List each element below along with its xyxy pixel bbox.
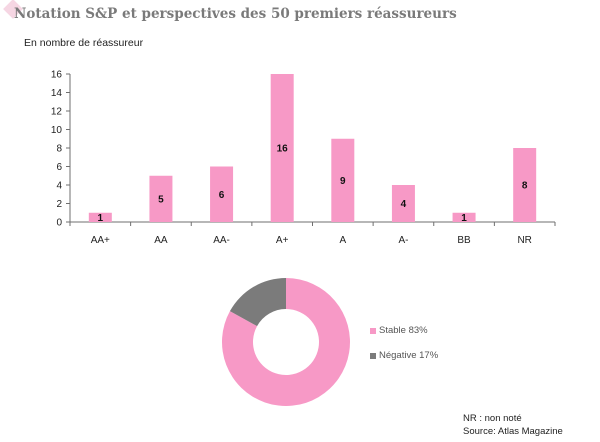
x-tick-label: AA [154, 235, 168, 246]
x-tick-label: NR [517, 235, 531, 246]
x-tick-label: AA- [213, 235, 230, 246]
y-tick-label: 10 [51, 125, 63, 136]
y-axis-label: En nombre de réassureur [24, 37, 144, 49]
bar-data-label: 4 [401, 199, 407, 210]
y-tick-label: 2 [56, 199, 62, 210]
bar-data-label: 16 [277, 144, 289, 155]
legend-label-stable: Stable 83% [379, 325, 428, 336]
bar-data-label: 6 [219, 190, 225, 201]
x-tick-label: BB [457, 235, 471, 246]
bar-BB [452, 212, 476, 222]
bar-data-label: 1 [461, 213, 467, 224]
legend-label-negative: Négative 17% [379, 350, 439, 361]
y-tick-label: 12 [51, 107, 63, 118]
bar-AA- [210, 166, 234, 222]
y-tick-label: 4 [56, 181, 62, 192]
bar-data-label: 9 [340, 176, 346, 187]
bar-AA+ [88, 212, 112, 222]
bar-A [331, 138, 355, 222]
donut-slice-stable [222, 278, 350, 406]
y-tick-label: 6 [56, 162, 62, 173]
legend-item-stable: Stable 83% [370, 325, 428, 336]
x-tick-label: AA+ [91, 235, 110, 246]
donut-slice-négative [229, 278, 286, 327]
bar-A- [391, 185, 415, 222]
legend-swatch-stable [370, 327, 376, 334]
bar-data-label: 1 [98, 213, 104, 224]
x-tick-label: A [339, 235, 346, 246]
legend-swatch-negative [370, 352, 376, 359]
donut-chart [222, 278, 350, 406]
y-tick-label: 16 [51, 70, 63, 81]
x-tick-label: A- [398, 235, 408, 246]
bar-AA [149, 175, 173, 222]
source-note: Source: Atlas Magazine [463, 426, 563, 437]
note-nr: NR : non noté [463, 413, 522, 424]
y-tick-label: 0 [56, 218, 62, 229]
y-tick-label: 14 [51, 88, 63, 99]
bar-chart: 0 2 4 6 8 10 12 14 16 1 AA+ 5 AA 6 AA- 16 A+ 9 A 4 A- 1 BB 8 NR [51, 70, 556, 246]
legend-item-negative: Négative 17% [370, 350, 438, 361]
chart-title: Notation S&P et perspectives des 50 prem… [14, 6, 457, 22]
bar-NR [513, 148, 537, 222]
bar-A+ [270, 74, 294, 222]
x-tick-label: A+ [276, 235, 289, 246]
y-tick-label: 8 [56, 144, 62, 155]
bar-data-label: 5 [158, 194, 164, 205]
bar-data-label: 8 [522, 181, 528, 192]
